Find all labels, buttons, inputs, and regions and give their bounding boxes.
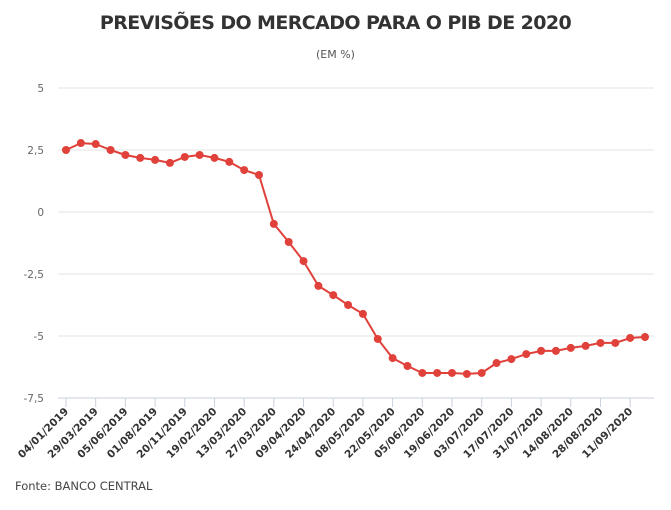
data-point[interactable] (210, 153, 219, 162)
y-axis: 5 2,5 0 -2,5 -5 -7,5 (24, 83, 45, 405)
data-point[interactable] (299, 257, 308, 266)
chart-title: PREVISÕES DO MERCADO PARA O PIB DE 2020 (99, 12, 572, 34)
y-tick-label: -7,5 (24, 393, 45, 405)
data-point[interactable] (433, 368, 442, 377)
data-point[interactable] (388, 354, 397, 363)
series-line (65, 142, 646, 375)
y-tick-label: 2,5 (27, 145, 44, 157)
source-note: Fonte: BANCO CENTRAL (15, 479, 153, 493)
series-group (62, 139, 649, 378)
data-point[interactable] (165, 158, 174, 167)
x-axis: 04/01/201929/03/201905/06/201901/08/2019… (16, 398, 635, 461)
data-point[interactable] (314, 281, 323, 290)
data-point[interactable] (403, 362, 412, 371)
data-point[interactable] (195, 150, 204, 159)
data-point[interactable] (151, 155, 160, 164)
data-point[interactable] (462, 369, 471, 378)
data-point[interactable] (91, 140, 100, 149)
data-point[interactable] (477, 368, 486, 377)
data-point[interactable] (581, 341, 590, 350)
chart-subtitle: (EM %) (316, 48, 355, 61)
y-tick-label: 5 (37, 83, 44, 95)
data-point[interactable] (62, 146, 70, 154)
data-point[interactable] (180, 152, 189, 161)
data-point[interactable] (284, 238, 293, 247)
data-point[interactable] (611, 338, 620, 347)
data-point[interactable] (566, 343, 575, 352)
x-tick-label: 04/01/2019 (16, 406, 71, 461)
data-point[interactable] (269, 219, 278, 228)
data-point[interactable] (76, 139, 85, 148)
data-point[interactable] (240, 166, 249, 175)
y-tick-label: -2,5 (24, 269, 45, 281)
data-point[interactable] (344, 301, 353, 309)
data-point[interactable] (225, 157, 234, 166)
data-point[interactable] (507, 355, 516, 364)
y-tick-label: 0 (37, 207, 44, 219)
data-point[interactable] (448, 368, 456, 377)
data-point[interactable] (136, 153, 145, 162)
data-point[interactable] (121, 150, 130, 159)
data-point[interactable] (255, 171, 263, 180)
data-point[interactable] (537, 346, 546, 355)
data-point[interactable] (106, 146, 115, 154)
data-point[interactable] (329, 291, 338, 300)
data-point[interactable] (551, 346, 560, 355)
data-point[interactable] (358, 309, 367, 318)
data-point[interactable] (596, 338, 605, 347)
data-point[interactable] (418, 368, 427, 377)
data-point[interactable] (522, 350, 531, 359)
data-point[interactable] (626, 333, 635, 342)
data-point[interactable] (641, 332, 649, 341)
y-tick-label: -5 (34, 331, 44, 343)
gridlines (58, 87, 654, 399)
data-point[interactable] (373, 334, 382, 343)
data-point[interactable] (492, 359, 501, 368)
